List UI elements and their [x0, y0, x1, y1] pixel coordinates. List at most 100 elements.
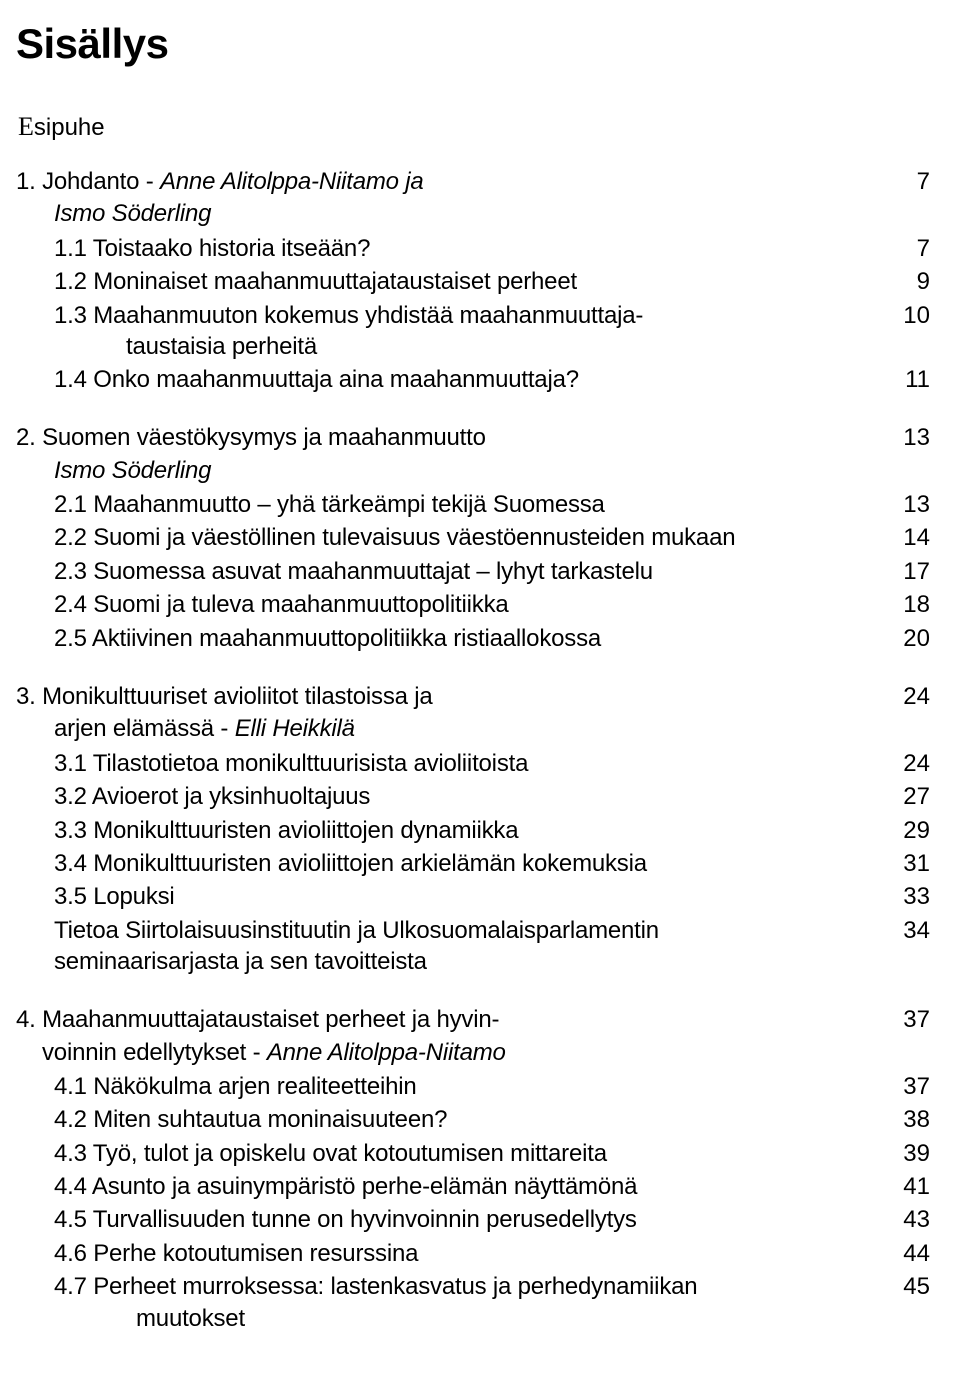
toc-sub-page: 38	[880, 1104, 930, 1136]
toc-sub-row: 3.3 Monikulttuuristen avioliittojen dyna…	[16, 815, 930, 847]
chapter-4: 4. Maahanmuuttajataustaiset perheet ja h…	[16, 1004, 930, 1334]
toc-sub-page: 44	[880, 1238, 930, 1270]
toc-sub-page: 10	[880, 300, 930, 332]
toc-sub-label: 3.5 Lopuksi	[16, 881, 880, 913]
chapter-page: 24	[880, 681, 930, 713]
chapter-heading: 3. Monikulttuuriset avioliitot tilastois…	[16, 681, 880, 746]
toc-sub-row: 1.4 Onko maahanmuuttaja aina maahanmuutt…	[16, 364, 930, 396]
toc-sub-label: 2.5 Aktiivinen maahanmuuttopolitiikka ri…	[16, 623, 880, 655]
toc-sub-page: 18	[880, 589, 930, 621]
chapter-heading-line2: Ismo Söderling	[16, 198, 860, 230]
toc-sub-row: 3.1 Tilastotietoa monikulttuurisista avi…	[16, 748, 930, 780]
preface-dropcap: E	[18, 112, 34, 141]
toc-sub-label: 2.4 Suomi ja tuleva maahanmuuttopolitiik…	[16, 589, 880, 621]
toc-sub-row: 3.5 Lopuksi 33	[16, 881, 930, 913]
chapter-heading-row: 3. Monikulttuuriset avioliitot tilastois…	[16, 681, 930, 746]
chapter-heading-row: 1. Johdanto - Anne Alitolppa-Niitamo ja …	[16, 166, 930, 231]
chapter-heading-row: 4. Maahanmuuttajataustaiset perheet ja h…	[16, 1004, 930, 1069]
chapter-heading-line2: voinnin edellytykset - Anne Alitolppa-Ni…	[16, 1037, 860, 1069]
toc-sub-page: 17	[880, 556, 930, 588]
toc-sub-page: 27	[880, 781, 930, 813]
toc-sub-row: 2.5 Aktiivinen maahanmuuttopolitiikka ri…	[16, 623, 930, 655]
toc-sub-label: 1.2 Moninaiset maahanmuuttajataustaiset …	[16, 266, 880, 298]
toc-sub-label: 3.3 Monikulttuuristen avioliittojen dyna…	[16, 815, 880, 847]
chapter-heading-pre2: voinnin edellytykset -	[42, 1039, 267, 1066]
chapter-heading-line1: 3. Monikulttuuriset avioliitot tilastois…	[16, 683, 433, 710]
page-title: Sisällys	[16, 20, 930, 68]
chapter-heading-line2: arjen elämässä - Elli Heikkilä	[16, 713, 860, 745]
chapter-heading-pre: 1. Johdanto -	[16, 168, 160, 195]
toc-sub-row: 4.6 Perhe kotoutumisen resurssina 44	[16, 1238, 930, 1270]
toc-sub-label: 2.3 Suomessa asuvat maahanmuuttajat – ly…	[16, 556, 880, 588]
toc-sub-label: 4.7 Perheet murroksessa: lastenkasvatus …	[16, 1271, 880, 1334]
toc-sub-row: Tietoa Siirtolaisuusinstituutin ja Ulkos…	[16, 915, 930, 978]
toc-sub-row: 1.2 Moninaiset maahanmuuttajataustaiset …	[16, 266, 930, 298]
toc-sub-page: 9	[880, 266, 930, 298]
toc-sub-page: 13	[880, 489, 930, 521]
chapter-heading-line1: 4. Maahanmuuttajataustaiset perheet ja h…	[16, 1006, 499, 1033]
chapter-page: 37	[880, 1004, 930, 1036]
toc-sub-page: 45	[880, 1271, 930, 1303]
toc-sub-label: 4.1 Näkökulma arjen realiteetteihin	[16, 1071, 880, 1103]
chapter-heading-line2: Ismo Söderling	[16, 455, 860, 487]
toc-sub-page: 24	[880, 748, 930, 780]
toc-sub-row: 4.7 Perheet murroksessa: lastenkasvatus …	[16, 1271, 930, 1334]
toc-sub-label: 1.3 Maahanmuuton kokemus yhdistää maahan…	[16, 300, 880, 363]
preface-line: Esipuhe	[18, 112, 930, 142]
toc-sub-row: 1.1 Toistaako historia itseään? 7	[16, 233, 930, 265]
toc-sub-line2: taustaisia perheitä	[54, 331, 860, 363]
toc-sub-label: 3.4 Monikulttuuristen avioliittojen arki…	[16, 848, 880, 880]
chapter-heading-row: 2. Suomen väestökysymys ja maahanmuutto …	[16, 422, 930, 487]
toc-sub-label: 4.3 Työ, tulot ja opiskelu ovat kotoutum…	[16, 1138, 880, 1170]
toc-page: Sisällys Esipuhe 1. Johdanto - Anne Alit…	[0, 0, 960, 1391]
toc-sub-line1: Tietoa Siirtolaisuusinstituutin ja Ulkos…	[54, 917, 659, 944]
toc-sub-label: 1.1 Toistaako historia itseään?	[16, 233, 880, 265]
chapter-heading-pre2: arjen elämässä -	[54, 715, 235, 742]
chapter-3: 3. Monikulttuuriset avioliitot tilastois…	[16, 681, 930, 978]
toc-sub-row: 2.3 Suomessa asuvat maahanmuuttajat – ly…	[16, 556, 930, 588]
toc-sub-label: Tietoa Siirtolaisuusinstituutin ja Ulkos…	[16, 915, 880, 978]
toc-sub-page: 33	[880, 881, 930, 913]
chapter-heading: 4. Maahanmuuttajataustaiset perheet ja h…	[16, 1004, 880, 1069]
toc-sub-line1: 4.7 Perheet murroksessa: lastenkasvatus …	[54, 1273, 697, 1300]
toc-sub-label: 4.4 Asunto ja asuinympäristö perhe-elämä…	[16, 1171, 880, 1203]
toc-sub-label: 3.2 Avioerot ja yksinhuoltajuus	[16, 781, 880, 813]
chapter-heading-line1: 2. Suomen väestökysymys ja maahanmuutto	[16, 424, 486, 451]
toc-sub-row: 3.4 Monikulttuuristen avioliittojen arki…	[16, 848, 930, 880]
toc-sub-page: 37	[880, 1071, 930, 1103]
toc-sub-page: 39	[880, 1138, 930, 1170]
toc-sub-page: 7	[880, 233, 930, 265]
toc-sub-page: 34	[880, 915, 930, 947]
chapter-2: 2. Suomen väestökysymys ja maahanmuutto …	[16, 422, 930, 655]
toc-sub-label: 4.6 Perhe kotoutumisen resurssina	[16, 1238, 880, 1270]
chapter-1: 1. Johdanto - Anne Alitolppa-Niitamo ja …	[16, 166, 930, 396]
toc-sub-row: 3.2 Avioerot ja yksinhuoltajuus 27	[16, 781, 930, 813]
toc-sub-page: 43	[880, 1204, 930, 1236]
toc-sub-label: 2.1 Maahanmuutto – yhä tärkeämpi tekijä …	[16, 489, 880, 521]
toc-sub-row: 4.4 Asunto ja asuinympäristö perhe-elämä…	[16, 1171, 930, 1203]
toc-sub-row: 1.3 Maahanmuuton kokemus yhdistää maahan…	[16, 300, 930, 363]
toc-sub-row: 2.4 Suomi ja tuleva maahanmuuttopolitiik…	[16, 589, 930, 621]
toc-sub-page: 14	[880, 522, 930, 554]
toc-sub-row: 4.2 Miten suhtautua moninaisuuteen? 38	[16, 1104, 930, 1136]
toc-sub-line2: muutokset	[54, 1303, 860, 1335]
chapter-heading: 2. Suomen väestökysymys ja maahanmuutto …	[16, 422, 880, 487]
toc-sub-row: 4.1 Näkökulma arjen realiteetteihin 37	[16, 1071, 930, 1103]
toc-sub-label: 4.5 Turvallisuuden tunne on hyvinvoinnin…	[16, 1204, 880, 1236]
toc-sub-row: 4.5 Turvallisuuden tunne on hyvinvoinnin…	[16, 1204, 930, 1236]
chapter-page: 13	[880, 422, 930, 454]
toc-sub-row: 4.3 Työ, tulot ja opiskelu ovat kotoutum…	[16, 1138, 930, 1170]
preface-rest: sipuhe	[34, 114, 105, 141]
chapter-heading-italic2: Anne Alitolppa-Niitamo	[267, 1039, 506, 1066]
toc-sub-page: 29	[880, 815, 930, 847]
chapter-page: 7	[880, 166, 930, 198]
toc-sub-page: 20	[880, 623, 930, 655]
toc-sub-label: 3.1 Tilastotietoa monikulttuurisista avi…	[16, 748, 880, 780]
chapter-heading-italic2: Elli Heikkilä	[235, 715, 355, 742]
toc-sub-label: 4.2 Miten suhtautua moninaisuuteen?	[16, 1104, 880, 1136]
chapter-heading: 1. Johdanto - Anne Alitolppa-Niitamo ja …	[16, 166, 880, 231]
toc-sub-row: 2.1 Maahanmuutto – yhä tärkeämpi tekijä …	[16, 489, 930, 521]
chapter-heading-italic: Anne Alitolppa-Niitamo ja	[160, 168, 424, 195]
toc-sub-line2: seminaarisarjasta ja sen tavoitteista	[54, 948, 427, 975]
toc-sub-row: 2.2 Suomi ja väestöllinen tulevaisuus vä…	[16, 522, 930, 554]
